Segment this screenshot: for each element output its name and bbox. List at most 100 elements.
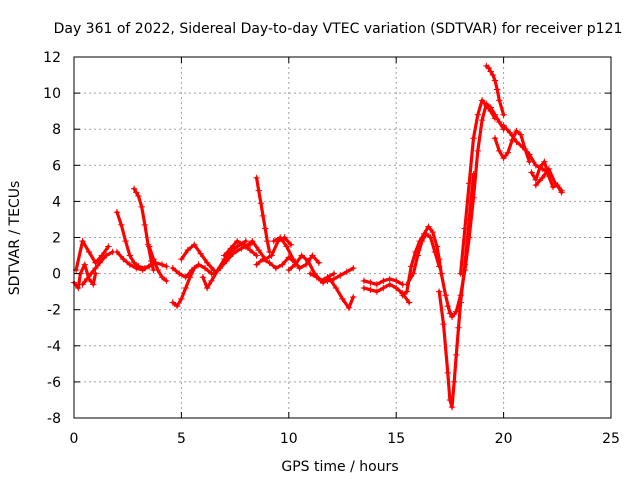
data-point-marker <box>309 252 316 259</box>
data-point-marker <box>90 281 97 288</box>
data-series-trace-a <box>70 261 99 292</box>
data-point-marker <box>435 288 443 295</box>
data-point-marker <box>96 259 103 266</box>
data-point-marker <box>87 270 95 277</box>
y-tick-label: -2 <box>47 303 61 319</box>
data-series-trace-e <box>113 248 170 274</box>
data-point-marker <box>551 180 559 187</box>
data-point-marker <box>513 138 520 146</box>
y-tick-label: 6 <box>52 158 61 174</box>
data-point-marker <box>184 246 192 254</box>
data-series-trace-ac <box>491 127 533 165</box>
data-point-marker <box>296 264 303 272</box>
data-point-marker <box>519 144 527 151</box>
data-point-marker <box>257 200 265 207</box>
data-point-marker <box>298 252 305 259</box>
data-point-marker <box>201 264 209 272</box>
data-point-marker <box>491 135 499 142</box>
data-point-marker <box>242 243 250 250</box>
data-series-trace-g <box>145 243 170 285</box>
data-point-marker <box>163 263 170 270</box>
data-point-marker <box>532 176 540 183</box>
series-line <box>401 225 452 315</box>
data-point-marker <box>203 259 211 266</box>
data-point-marker <box>208 277 215 285</box>
data-point-marker <box>227 245 235 252</box>
data-point-marker <box>79 281 86 288</box>
data-point-marker <box>466 180 473 187</box>
data-point-marker <box>500 111 507 118</box>
data-point-marker <box>455 324 462 331</box>
data-point-marker <box>216 264 224 272</box>
data-point-marker <box>130 185 138 192</box>
data-point-marker <box>315 259 323 266</box>
data-point-marker <box>485 64 492 72</box>
data-point-marker <box>195 261 202 268</box>
data-point-marker <box>457 270 464 277</box>
data-series-trace-l <box>210 241 254 277</box>
data-point-marker <box>253 261 260 268</box>
data-series-trace-t <box>324 264 357 285</box>
data-point-marker <box>279 261 286 268</box>
data-series-trace-i <box>169 261 215 281</box>
data-point-marker <box>478 97 486 104</box>
data-point-marker <box>496 118 503 126</box>
data-point-marker <box>120 255 127 263</box>
chart-title: Day 361 of 2022, Sidereal Day-to-day VTE… <box>54 21 623 37</box>
data-point-marker <box>393 277 400 285</box>
data-point-marker <box>457 292 464 299</box>
data-point-marker <box>506 129 514 137</box>
data-point-marker <box>141 221 149 229</box>
series-line <box>308 272 355 310</box>
data-point-marker <box>532 162 540 169</box>
data-point-marker <box>438 270 445 277</box>
data-series-trace-ab <box>483 62 507 118</box>
data-point-marker <box>496 147 503 155</box>
data-point-marker <box>444 369 451 377</box>
series-line <box>171 266 196 308</box>
data-point-marker <box>191 241 198 248</box>
data-point-marker <box>339 295 346 303</box>
data-point-marker <box>350 293 357 301</box>
axis-ticks <box>73 56 612 419</box>
data-point-marker <box>517 131 524 138</box>
data-point-marker <box>440 320 447 328</box>
data-point-marker <box>223 257 230 265</box>
data-series-trace-aa <box>457 97 499 277</box>
data-point-marker <box>292 261 299 268</box>
data-point-marker <box>448 403 456 411</box>
data-point-marker <box>178 295 185 303</box>
data-point-marker <box>373 288 381 295</box>
x-tick-label: 5 <box>177 431 186 447</box>
y-tick-label: -6 <box>47 375 61 391</box>
data-point-marker <box>234 243 241 250</box>
data-point-marker <box>169 299 177 306</box>
data-point-marker <box>461 266 469 274</box>
data-point-marker <box>337 272 344 279</box>
y-tick-label: 10 <box>43 86 61 102</box>
data-point-marker <box>178 255 185 263</box>
data-point-marker <box>307 270 314 277</box>
data-point-marker <box>266 248 273 256</box>
series-line <box>74 239 111 272</box>
grid <box>74 57 611 418</box>
data-point-marker <box>493 86 501 93</box>
data-point-marker <box>470 194 477 201</box>
data-point-marker <box>176 270 183 277</box>
x-tick-label: 15 <box>387 431 405 447</box>
data-point-marker <box>92 264 99 272</box>
data-point-marker <box>268 252 275 259</box>
data-series-trace-o <box>253 174 273 256</box>
data-point-marker <box>169 264 177 272</box>
x-tick-label: 25 <box>602 431 620 447</box>
data-point-marker <box>504 149 512 156</box>
data-point-marker <box>526 158 533 165</box>
data-point-marker <box>221 252 228 259</box>
series-line <box>287 253 336 283</box>
data-point-marker <box>474 111 482 118</box>
data-point-marker <box>474 147 482 155</box>
data-point-marker <box>122 237 129 245</box>
data-point-marker <box>442 292 449 299</box>
data-point-marker <box>360 277 368 285</box>
